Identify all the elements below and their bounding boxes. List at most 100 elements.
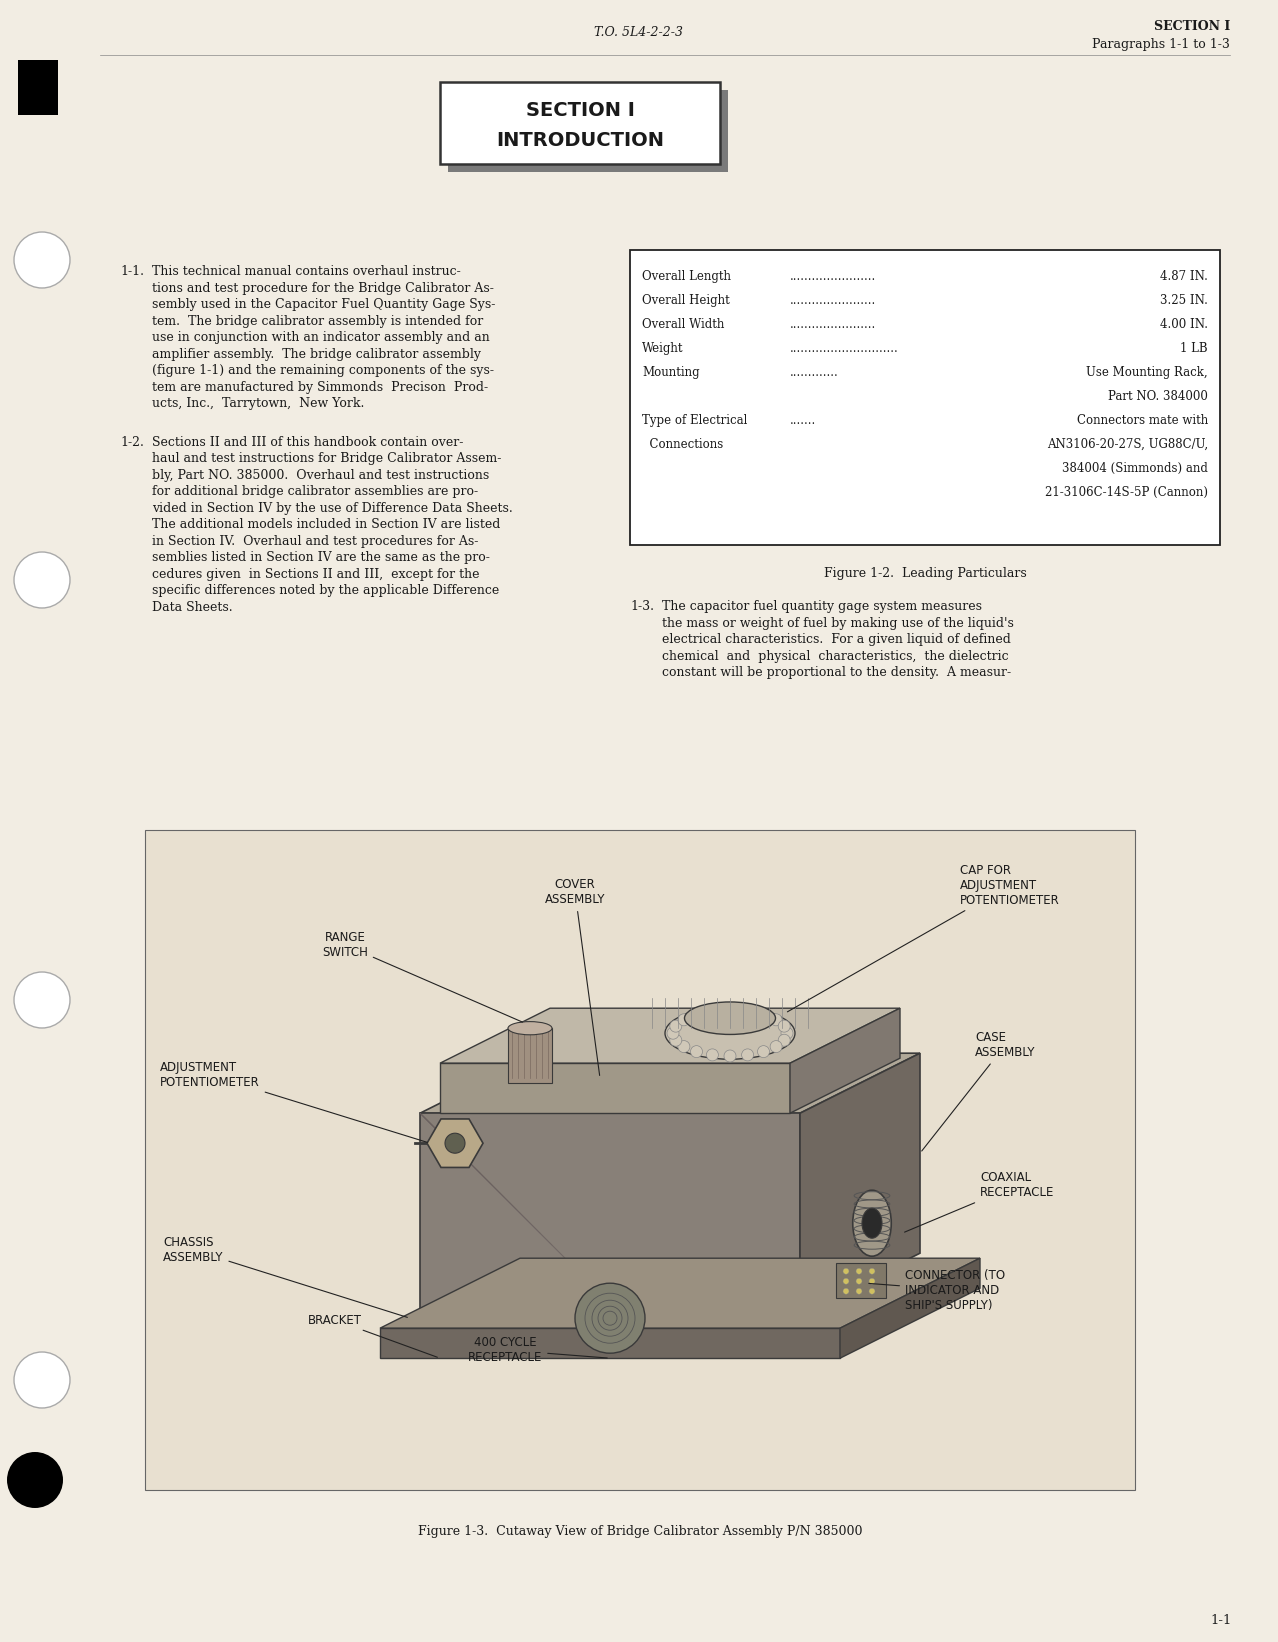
- Text: .............................: .............................: [790, 342, 898, 355]
- Bar: [440, 82, 720, 164]
- Text: Connections: Connections: [642, 438, 723, 452]
- Circle shape: [14, 552, 70, 608]
- Polygon shape: [800, 1053, 920, 1314]
- Text: CAP FOR
ADJUSTMENT
POTENTIOMETER: CAP FOR ADJUSTMENT POTENTIOMETER: [787, 864, 1059, 1011]
- Text: 4.87 IN.: 4.87 IN.: [1160, 269, 1208, 282]
- Text: Paragraphs 1-1 to 1-3: Paragraphs 1-1 to 1-3: [1093, 38, 1229, 51]
- Text: The additional models included in Section IV are listed: The additional models included in Sectio…: [152, 517, 501, 530]
- Text: CONNECTOR (TO
INDICATOR AND
SHIP'S SUPPLY): CONNECTOR (TO INDICATOR AND SHIP'S SUPPL…: [869, 1269, 1005, 1312]
- Text: Sections II and III of this handbook contain over-: Sections II and III of this handbook con…: [152, 435, 464, 448]
- Ellipse shape: [665, 1007, 795, 1059]
- Polygon shape: [790, 1008, 900, 1113]
- Circle shape: [778, 1020, 790, 1033]
- Text: vided in Section IV by the use of Difference Data Sheets.: vided in Section IV by the use of Differ…: [152, 501, 512, 514]
- Circle shape: [445, 1133, 465, 1153]
- Text: in Section IV.  Overhaul and test procedures for As-: in Section IV. Overhaul and test procedu…: [152, 535, 478, 547]
- Text: 1-1: 1-1: [1210, 1614, 1232, 1627]
- Circle shape: [843, 1277, 849, 1284]
- Circle shape: [690, 1046, 703, 1057]
- Circle shape: [856, 1268, 861, 1274]
- Text: Weight: Weight: [642, 342, 684, 355]
- Polygon shape: [840, 1258, 980, 1358]
- Circle shape: [575, 1282, 645, 1353]
- Text: Figure 1-2.  Leading Particulars: Figure 1-2. Leading Particulars: [823, 566, 1026, 580]
- Polygon shape: [380, 1328, 840, 1358]
- Circle shape: [856, 1277, 861, 1284]
- Text: AN3106-20-27S, UG88C/U,: AN3106-20-27S, UG88C/U,: [1047, 438, 1208, 452]
- Circle shape: [869, 1289, 875, 1294]
- Text: .......................: .......................: [790, 294, 877, 307]
- Circle shape: [741, 1049, 754, 1061]
- Text: the mass or weight of fuel by making use of the liquid's: the mass or weight of fuel by making use…: [662, 616, 1013, 629]
- Text: RANGE
SWITCH: RANGE SWITCH: [322, 931, 523, 1021]
- Text: Overall Width: Overall Width: [642, 319, 725, 332]
- Polygon shape: [420, 1113, 800, 1314]
- Text: tem.  The bridge calibrator assembly is intended for: tem. The bridge calibrator assembly is i…: [152, 315, 483, 327]
- Text: specific differences noted by the applicable Difference: specific differences noted by the applic…: [152, 585, 500, 598]
- Text: 21-3106C-14S-5P (Cannon): 21-3106C-14S-5P (Cannon): [1045, 486, 1208, 499]
- Circle shape: [725, 1005, 736, 1016]
- Bar: [144, 829, 1135, 1489]
- Text: Type of Electrical: Type of Electrical: [642, 414, 748, 427]
- Text: Overall Length: Overall Length: [642, 269, 731, 282]
- Circle shape: [677, 1041, 690, 1053]
- Text: CASE
ASSEMBLY: CASE ASSEMBLY: [921, 1031, 1035, 1151]
- Text: haul and test instructions for Bridge Calibrator Assem-: haul and test instructions for Bridge Ca…: [152, 452, 501, 465]
- Text: cedures given  in Sections II and III,  except for the: cedures given in Sections II and III, ex…: [152, 568, 479, 581]
- Circle shape: [677, 1013, 690, 1026]
- Text: Use Mounting Rack,: Use Mounting Rack,: [1086, 366, 1208, 379]
- Bar: [836, 1263, 886, 1299]
- Text: Overall Height: Overall Height: [642, 294, 730, 307]
- Text: amplifier assembly.  The bridge calibrator assembly: amplifier assembly. The bridge calibrato…: [152, 348, 481, 361]
- Circle shape: [843, 1268, 849, 1274]
- Text: for additional bridge calibrator assemblies are pro-: for additional bridge calibrator assembl…: [152, 484, 478, 498]
- Circle shape: [14, 1351, 70, 1407]
- Text: tions and test procedure for the Bridge Calibrator As-: tions and test procedure for the Bridge …: [152, 281, 493, 294]
- Bar: [449, 90, 728, 172]
- Text: electrical characteristics.  For a given liquid of defined: electrical characteristics. For a given …: [662, 634, 1011, 645]
- Circle shape: [758, 1008, 769, 1021]
- Text: 3.25 IN.: 3.25 IN.: [1160, 294, 1208, 307]
- Circle shape: [771, 1013, 782, 1026]
- Text: COVER
ASSEMBLY: COVER ASSEMBLY: [544, 878, 606, 1076]
- Circle shape: [707, 1049, 718, 1061]
- Circle shape: [856, 1289, 861, 1294]
- Polygon shape: [440, 1008, 900, 1064]
- Circle shape: [741, 1005, 754, 1018]
- Circle shape: [667, 1028, 679, 1039]
- Text: constant will be proportional to the density.  A measur-: constant will be proportional to the den…: [662, 667, 1011, 680]
- Polygon shape: [427, 1118, 483, 1167]
- Text: bly, Part NO. 385000.  Overhaul and test instructions: bly, Part NO. 385000. Overhaul and test …: [152, 468, 489, 481]
- Polygon shape: [420, 1053, 920, 1113]
- Circle shape: [781, 1028, 794, 1039]
- Text: 400 CYCLE
RECEPTACLE: 400 CYCLE RECEPTACLE: [468, 1337, 607, 1365]
- Circle shape: [6, 1452, 63, 1507]
- Text: Connectors mate with: Connectors mate with: [1077, 414, 1208, 427]
- Text: SECTION I: SECTION I: [525, 100, 634, 120]
- Text: ucts, Inc.,  Tarrytown,  New York.: ucts, Inc., Tarrytown, New York.: [152, 397, 364, 410]
- Text: .......................: .......................: [790, 269, 877, 282]
- Text: 1-1.: 1-1.: [120, 264, 144, 277]
- Text: Data Sheets.: Data Sheets.: [152, 601, 233, 614]
- Text: BRACKET: BRACKET: [308, 1314, 437, 1358]
- Text: chemical  and  physical  characteristics,  the dielectric: chemical and physical characteristics, t…: [662, 650, 1008, 662]
- Circle shape: [771, 1041, 782, 1053]
- Text: 384004 (Simmonds) and: 384004 (Simmonds) and: [1062, 461, 1208, 475]
- Text: The capacitor fuel quantity gage system measures: The capacitor fuel quantity gage system …: [662, 599, 982, 612]
- Text: 1 LB: 1 LB: [1181, 342, 1208, 355]
- Text: use in conjunction with an indicator assembly and an: use in conjunction with an indicator ass…: [152, 332, 489, 345]
- Ellipse shape: [852, 1190, 891, 1256]
- Circle shape: [670, 1020, 681, 1033]
- Text: tem are manufactured by Simmonds  Precison  Prod-: tem are manufactured by Simmonds Preciso…: [152, 381, 488, 394]
- Circle shape: [14, 972, 70, 1028]
- Text: semblies listed in Section IV are the same as the pro-: semblies listed in Section IV are the sa…: [152, 552, 489, 563]
- Circle shape: [843, 1289, 849, 1294]
- Bar: [630, 250, 1220, 545]
- Text: sembly used in the Capacitor Fuel Quantity Gage Sys-: sembly used in the Capacitor Fuel Quanti…: [152, 297, 496, 310]
- Circle shape: [725, 1049, 736, 1062]
- Circle shape: [670, 1034, 681, 1046]
- Text: 4.00 IN.: 4.00 IN.: [1160, 319, 1208, 332]
- Text: Part NO. 384000: Part NO. 384000: [1108, 391, 1208, 402]
- Text: (figure 1-1) and the remaining components of the sys-: (figure 1-1) and the remaining component…: [152, 365, 495, 378]
- Bar: [18, 61, 58, 115]
